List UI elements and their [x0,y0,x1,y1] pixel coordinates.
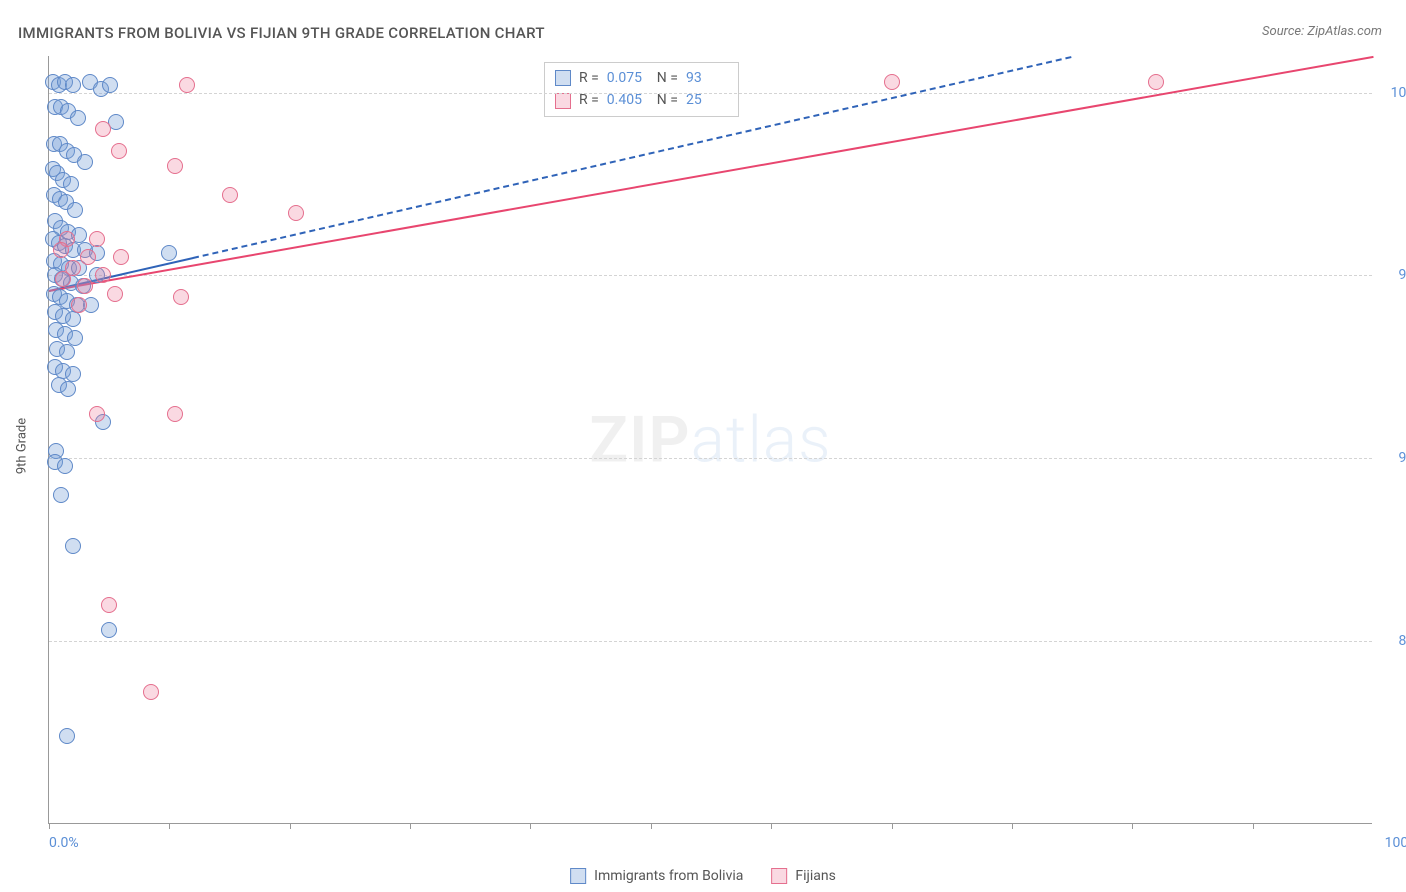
legend-swatch [555,70,571,86]
source-label: Source: ZipAtlas.com [1262,24,1382,39]
scatter-point [167,406,183,422]
legend-item: Immigrants from Bolivia [570,868,743,884]
y-tick-label: 90.0% [1398,450,1406,466]
scatter-point [143,684,159,700]
scatter-point [77,154,93,170]
scatter-point [107,286,123,302]
x-tick [1132,823,1133,829]
scatter-point [65,311,81,327]
scatter-point [80,249,96,265]
stat-key: N = [657,67,678,89]
scatter-point [101,597,117,613]
scatter-point [95,267,111,283]
y-tick-label: 85.0% [1398,633,1406,649]
x-tick [1012,823,1013,829]
gridline [49,275,1372,276]
x-tick [290,823,291,829]
scatter-point [65,77,81,93]
stat-n-value: 93 [686,67,728,89]
watermark-rest: atlas [691,402,832,477]
legend: Immigrants from Bolivia Fijians [570,868,836,884]
x-tick [1253,823,1254,829]
y-tick-label: 95.0% [1398,267,1406,283]
y-tick-label: 100.0% [1391,85,1406,101]
x-tick [169,823,170,829]
scatter-point [67,202,83,218]
scatter-point [161,245,177,261]
scatter-point [57,458,73,474]
watermark: ZIPatlas [589,402,831,477]
scatter-point [222,187,238,203]
legend-swatch [555,93,571,109]
scatter-point [53,487,69,503]
stat-r-value: 0.075 [607,67,649,89]
gridline [49,641,1372,642]
scatter-point [65,538,81,554]
x-tick-label-100: 100.0% [1385,835,1406,851]
x-tick [651,823,652,829]
legend-item: Fijians [771,868,835,884]
scatter-point [173,289,189,305]
scatter-point [59,728,75,744]
scatter-point [60,381,76,397]
scatter-point [63,176,79,192]
scatter-point [111,143,127,159]
x-tick [892,823,893,829]
legend-label: Immigrants from Bolivia [594,868,743,884]
scatter-point [77,278,93,294]
legend-label: Fijians [795,868,835,884]
scatter-point [167,158,183,174]
x-tick [410,823,411,829]
scatter-point [70,110,86,126]
scatter-point [55,271,71,287]
x-tick-label-0: 0.0% [49,835,79,851]
gridline [49,458,1372,459]
scatter-point [53,242,69,258]
scatter-point [67,330,83,346]
scatter-point [102,77,118,93]
legend-swatch [570,868,586,884]
x-tick [530,823,531,829]
x-tick [771,823,772,829]
y-axis-label: 9th Grade [15,418,30,474]
scatter-point [179,77,195,93]
scatter-point [101,622,117,638]
scatter-point [59,344,75,360]
scatter-point [95,121,111,137]
stats-row: R = 0.075 N = 93 [555,67,728,89]
scatter-plot: ZIPatlas 0.0% 100.0% R =0.075N =93R =0.4… [48,56,1372,824]
legend-swatch [771,868,787,884]
x-tick [49,823,50,829]
scatter-point [884,74,900,90]
scatter-point [288,205,304,221]
scatter-point [89,231,105,247]
scatter-point [1148,74,1164,90]
scatter-point [113,249,129,265]
stat-key: R = [579,67,599,89]
watermark-bold: ZIP [589,402,690,477]
scatter-point [71,297,87,313]
stats-box: R =0.075N =93R =0.405N =25 [544,62,739,117]
chart-title: IMMIGRANTS FROM BOLIVIA VS FIJIAN 9TH GR… [18,24,545,42]
scatter-point [89,406,105,422]
scatter-point [65,366,81,382]
